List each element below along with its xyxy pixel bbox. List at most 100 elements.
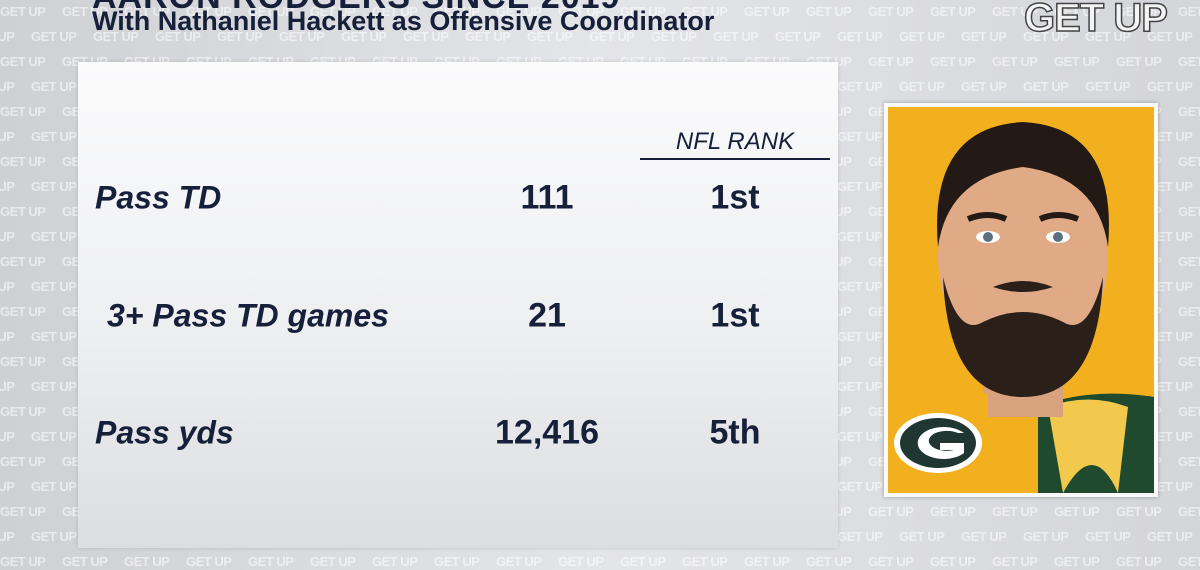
watermark: GET UP [899, 529, 945, 544]
header-rule [640, 158, 830, 160]
watermark: GET UP [124, 4, 170, 19]
watermark: GET UP [0, 179, 15, 194]
watermark: GET UP [62, 4, 108, 19]
watermark: GET UP [1147, 29, 1193, 44]
watermark: GET UP [1178, 54, 1200, 69]
watermark: GET UP [0, 529, 15, 544]
portrait [888, 122, 1154, 493]
watermark: GET UP [1116, 504, 1162, 519]
watermark: GET UP [0, 554, 46, 569]
watermark: GET UP [0, 304, 46, 319]
watermark: GET UP [527, 29, 573, 44]
watermark: GET UP [1116, 54, 1162, 69]
watermark: GET UP [31, 179, 77, 194]
watermark: GET UP [0, 329, 15, 344]
watermark: GET UP [0, 4, 46, 19]
watermark: GET UP [1147, 429, 1193, 444]
watermark: GET UP [310, 4, 356, 19]
watermark: GET UP [930, 4, 976, 19]
watermark: GET UP [868, 504, 914, 519]
watermark: GET UP [0, 479, 15, 494]
watermark: GET UP [992, 54, 1038, 69]
watermark: GET UP [837, 129, 883, 144]
watermark: GET UP [1116, 4, 1162, 19]
watermark: GET UP [1147, 129, 1193, 144]
stat-value: 111 [520, 178, 574, 217]
watermark: GET UP [186, 4, 232, 19]
watermark: GET UP [1178, 554, 1200, 569]
watermark: GET UP [0, 279, 15, 294]
watermark: GET UP [837, 229, 883, 244]
watermark: GET UP [961, 79, 1007, 94]
watermark: GET UP [1178, 304, 1200, 319]
watermark: GET UP [899, 79, 945, 94]
watermark: GET UP [868, 4, 914, 19]
title: AARON RODGERS SINCE 2019 [92, 0, 620, 17]
watermark: GET UP [775, 29, 821, 44]
watermark: GET UP [0, 204, 46, 219]
watermark: GET UP [248, 554, 294, 569]
watermark: GET UP [124, 554, 170, 569]
watermark: GET UP [1147, 179, 1193, 194]
watermark: GET UP [0, 379, 15, 394]
watermark: GET UP [0, 404, 46, 419]
watermark: GET UP [868, 54, 914, 69]
watermark: GET UP [0, 29, 15, 44]
watermark: GET UP [930, 554, 976, 569]
watermark: GET UP [1085, 79, 1131, 94]
watermark: GET UP [1085, 29, 1131, 44]
watermark: GET UP [1178, 504, 1200, 519]
watermark: GET UP [837, 479, 883, 494]
watermark: GET UP [1178, 104, 1200, 119]
watermark: GET UP [1147, 79, 1193, 94]
row-label: Pass TD [95, 179, 222, 216]
watermark: GET UP [0, 104, 46, 119]
watermark: GET UP [558, 554, 604, 569]
column-header: NFL RANK [675, 128, 795, 155]
watermark: GET UP [0, 504, 46, 519]
watermark: GET UP [1178, 204, 1200, 219]
watermark: GET UP [837, 329, 883, 344]
stat-value: 12,416 [495, 413, 599, 452]
logo: GET UP [1023, 0, 1168, 41]
watermark: GET UP [992, 554, 1038, 569]
watermark: GET UP [1147, 329, 1193, 344]
watermark: GET UP [0, 54, 46, 69]
stat-value: 21 [528, 296, 566, 335]
watermark: GET UP [0, 429, 15, 444]
watermark: GET UP [713, 29, 759, 44]
watermark: GET UP [961, 29, 1007, 44]
watermark: GET UP [155, 29, 201, 44]
watermark: GET UP [837, 29, 883, 44]
watermark: GET UP [186, 554, 232, 569]
watermark: GET UP [0, 129, 15, 144]
rank-value: 1st [710, 296, 760, 335]
watermark: GET UP [992, 504, 1038, 519]
watermark: GET UP [31, 279, 77, 294]
stats-panel: NFL RANK Pass TD 111 1st 3+ Pass TD games 21… [78, 62, 838, 548]
watermark: GET UP [930, 504, 976, 519]
watermark: GET UP [682, 4, 728, 19]
watermark: GET UP [31, 229, 77, 244]
watermark: GET UP [1178, 254, 1200, 269]
watermark: GET UP [558, 4, 604, 19]
watermark: GET UP [1178, 154, 1200, 169]
watermark: GET UP [434, 4, 480, 19]
watermark: GET UP [961, 529, 1007, 544]
watermark: GET UP [1178, 404, 1200, 419]
watermark: GET UP [837, 179, 883, 194]
watermark: GET UP [620, 4, 666, 19]
watermark: GET UP [372, 554, 418, 569]
watermark: GET UP [837, 429, 883, 444]
watermark: GET UP [744, 554, 790, 569]
watermark: GET UP [31, 79, 77, 94]
rank-value: 5th [709, 413, 761, 452]
watermark: GET UP [62, 554, 108, 569]
watermark: GET UP [31, 329, 77, 344]
watermark: GET UP [1178, 454, 1200, 469]
row-label: 3+ Pass TD games [107, 297, 389, 334]
player-photo [884, 103, 1158, 497]
watermark: GET UP [806, 4, 852, 19]
watermark: GET UP [1147, 279, 1193, 294]
watermark: GET UP [1116, 554, 1162, 569]
